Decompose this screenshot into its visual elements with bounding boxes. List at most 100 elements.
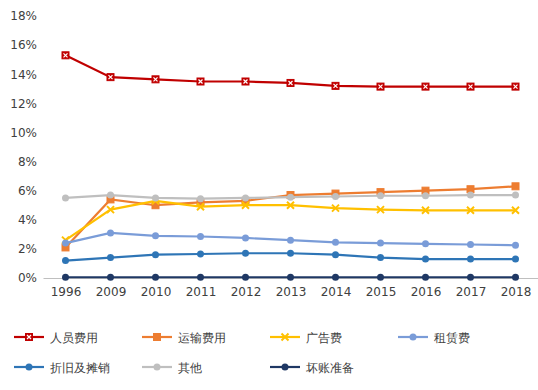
point-marker — [152, 251, 159, 258]
legend-item: 坏账准备 — [270, 361, 354, 375]
y-tick-label: 4% — [18, 213, 37, 227]
legend-item: 折旧及摊销 — [14, 361, 110, 375]
point-marker — [62, 52, 69, 59]
series — [62, 274, 519, 281]
x-tick-label: 2016 — [411, 285, 442, 299]
point-marker — [197, 233, 204, 240]
marker-cross — [424, 85, 428, 89]
point-marker — [332, 193, 339, 200]
legend-item: 人员费用 — [14, 331, 98, 345]
x-tick-label: 2010 — [141, 285, 172, 299]
point-marker — [62, 194, 69, 201]
x-tick-label: 1996 — [51, 285, 82, 299]
marker-cross — [27, 335, 31, 339]
point-marker — [377, 192, 384, 199]
point-marker — [287, 202, 294, 209]
point-marker — [377, 206, 384, 213]
point-marker — [422, 207, 429, 214]
point-marker — [512, 274, 519, 281]
point-marker — [467, 207, 474, 214]
series — [62, 197, 519, 243]
legend-marker — [282, 364, 289, 371]
legend-marker — [410, 334, 417, 341]
marker-body — [467, 83, 474, 90]
y-tick-label: 8% — [18, 155, 37, 169]
point-marker — [242, 194, 249, 201]
legend-swatch — [14, 336, 44, 338]
marker-body — [422, 83, 429, 90]
legend-item: 运输费用 — [142, 331, 226, 345]
y-tick: 10% — [10, 126, 43, 140]
marker-cross — [379, 85, 383, 89]
x-tick-label: 2011 — [186, 285, 217, 299]
legend-marker — [26, 364, 33, 371]
point-marker — [152, 194, 159, 201]
marker-cross — [289, 81, 293, 85]
point-marker — [287, 79, 294, 86]
x-tick: 2010 — [141, 278, 172, 299]
point-marker — [332, 205, 339, 212]
point-marker — [242, 202, 249, 209]
y-axis: 0% 2% 4% 6% 8% 10% 12% 14% 16% 18% — [10, 9, 43, 285]
point-marker — [152, 274, 159, 281]
marker-body — [152, 76, 159, 83]
series — [62, 250, 519, 264]
marker-body — [107, 74, 114, 81]
point-marker — [62, 257, 69, 264]
point-marker — [332, 82, 339, 89]
point-marker — [467, 256, 474, 263]
point-marker — [467, 192, 474, 199]
marker-body — [377, 83, 384, 90]
y-tick: 8% — [18, 155, 43, 169]
y-axis-line — [43, 17, 44, 279]
point-marker — [422, 240, 429, 247]
point-marker — [422, 256, 429, 263]
y-tick: 6% — [18, 184, 43, 198]
marker-body — [26, 334, 33, 341]
y-tick: 4% — [18, 213, 43, 227]
legend-label: 折旧及摊销 — [50, 361, 110, 375]
y-tick: 18% — [10, 9, 43, 23]
marker-body — [512, 183, 519, 190]
y-tick: 14% — [10, 68, 43, 82]
plot: 0%2%4%6%8%10%12%14%16%18%199620092010201… — [10, 9, 538, 298]
y-tick: 16% — [10, 38, 43, 52]
point-marker — [242, 250, 249, 257]
y-tick-label: 0% — [18, 271, 37, 285]
y-tick-label: 10% — [10, 126, 37, 140]
point-marker — [197, 195, 204, 202]
marker-cross — [514, 85, 518, 89]
x-tick: 2018 — [501, 278, 532, 299]
x-tick-label: 2014 — [321, 285, 352, 299]
x-tick: 2011 — [186, 278, 217, 299]
series-line — [66, 233, 516, 245]
legend-marker — [154, 364, 161, 371]
marker-cross — [469, 85, 473, 89]
point-marker — [197, 250, 204, 257]
x-tick: 2014 — [321, 278, 352, 299]
legend-marker — [26, 334, 33, 341]
marker-cross — [244, 80, 248, 84]
marker-body — [197, 78, 204, 85]
marker-body — [62, 52, 69, 59]
x-tick-label: 2018 — [501, 285, 532, 299]
y-tick-label: 6% — [18, 184, 37, 198]
point-marker — [467, 274, 474, 281]
point-marker — [467, 241, 474, 248]
marker-cross — [109, 75, 113, 79]
point-marker — [377, 274, 384, 281]
point-marker — [197, 203, 204, 210]
point-marker — [107, 254, 114, 261]
y-tick-label: 2% — [18, 242, 37, 256]
point-marker — [287, 194, 294, 201]
x-tick: 2015 — [366, 278, 397, 299]
legend-label: 人员费用 — [50, 331, 98, 345]
point-marker — [422, 192, 429, 199]
marker-cross — [64, 53, 68, 57]
marker-body — [154, 334, 161, 341]
y-tick: 0% — [18, 271, 43, 285]
point-marker — [242, 234, 249, 241]
y-tick-label: 12% — [10, 97, 37, 111]
series-area — [62, 52, 519, 281]
y-tick-label: 16% — [10, 38, 37, 52]
